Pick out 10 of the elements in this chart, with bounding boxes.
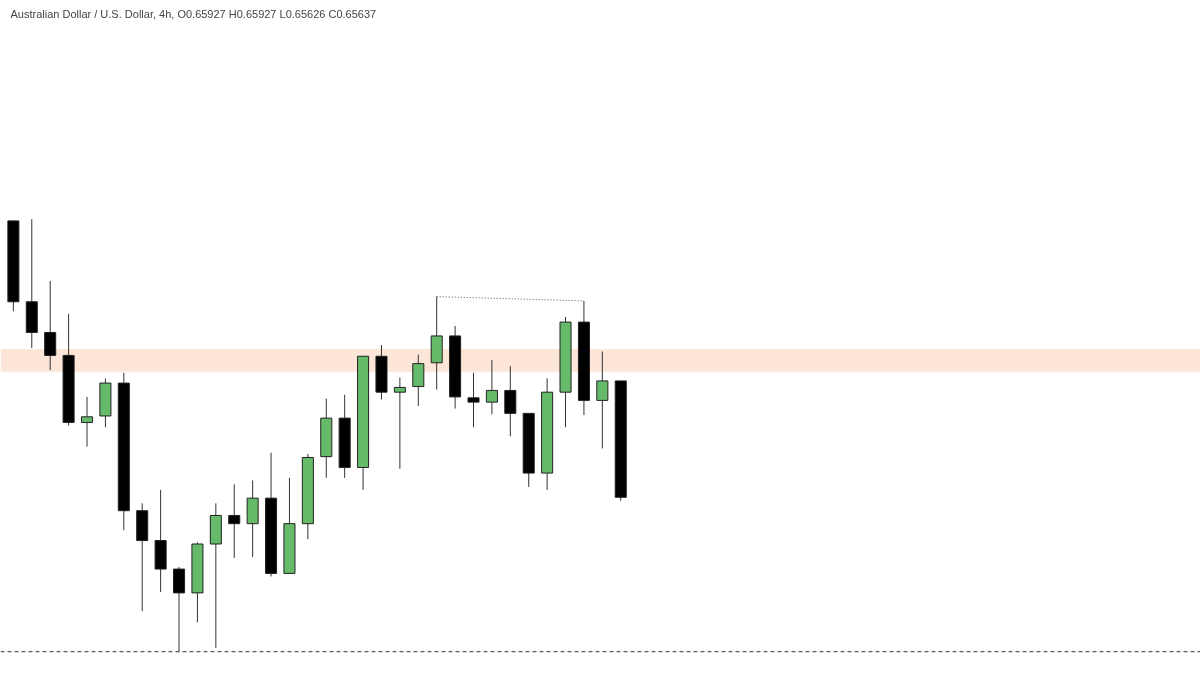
candlestick <box>412 354 425 407</box>
candlestick <box>393 376 406 470</box>
candlestick <box>228 483 241 559</box>
candlestick <box>485 359 498 415</box>
candlestick <box>504 365 517 437</box>
candlestick <box>80 396 94 448</box>
candlestick <box>467 372 480 428</box>
candlestick <box>44 280 57 371</box>
chart-title: Australian Dollar / U.S. Dollar, 4h, O0.65927 H0.65927 L0.65626 C0.65637 <box>10 7 377 20</box>
candlestick <box>596 351 609 449</box>
